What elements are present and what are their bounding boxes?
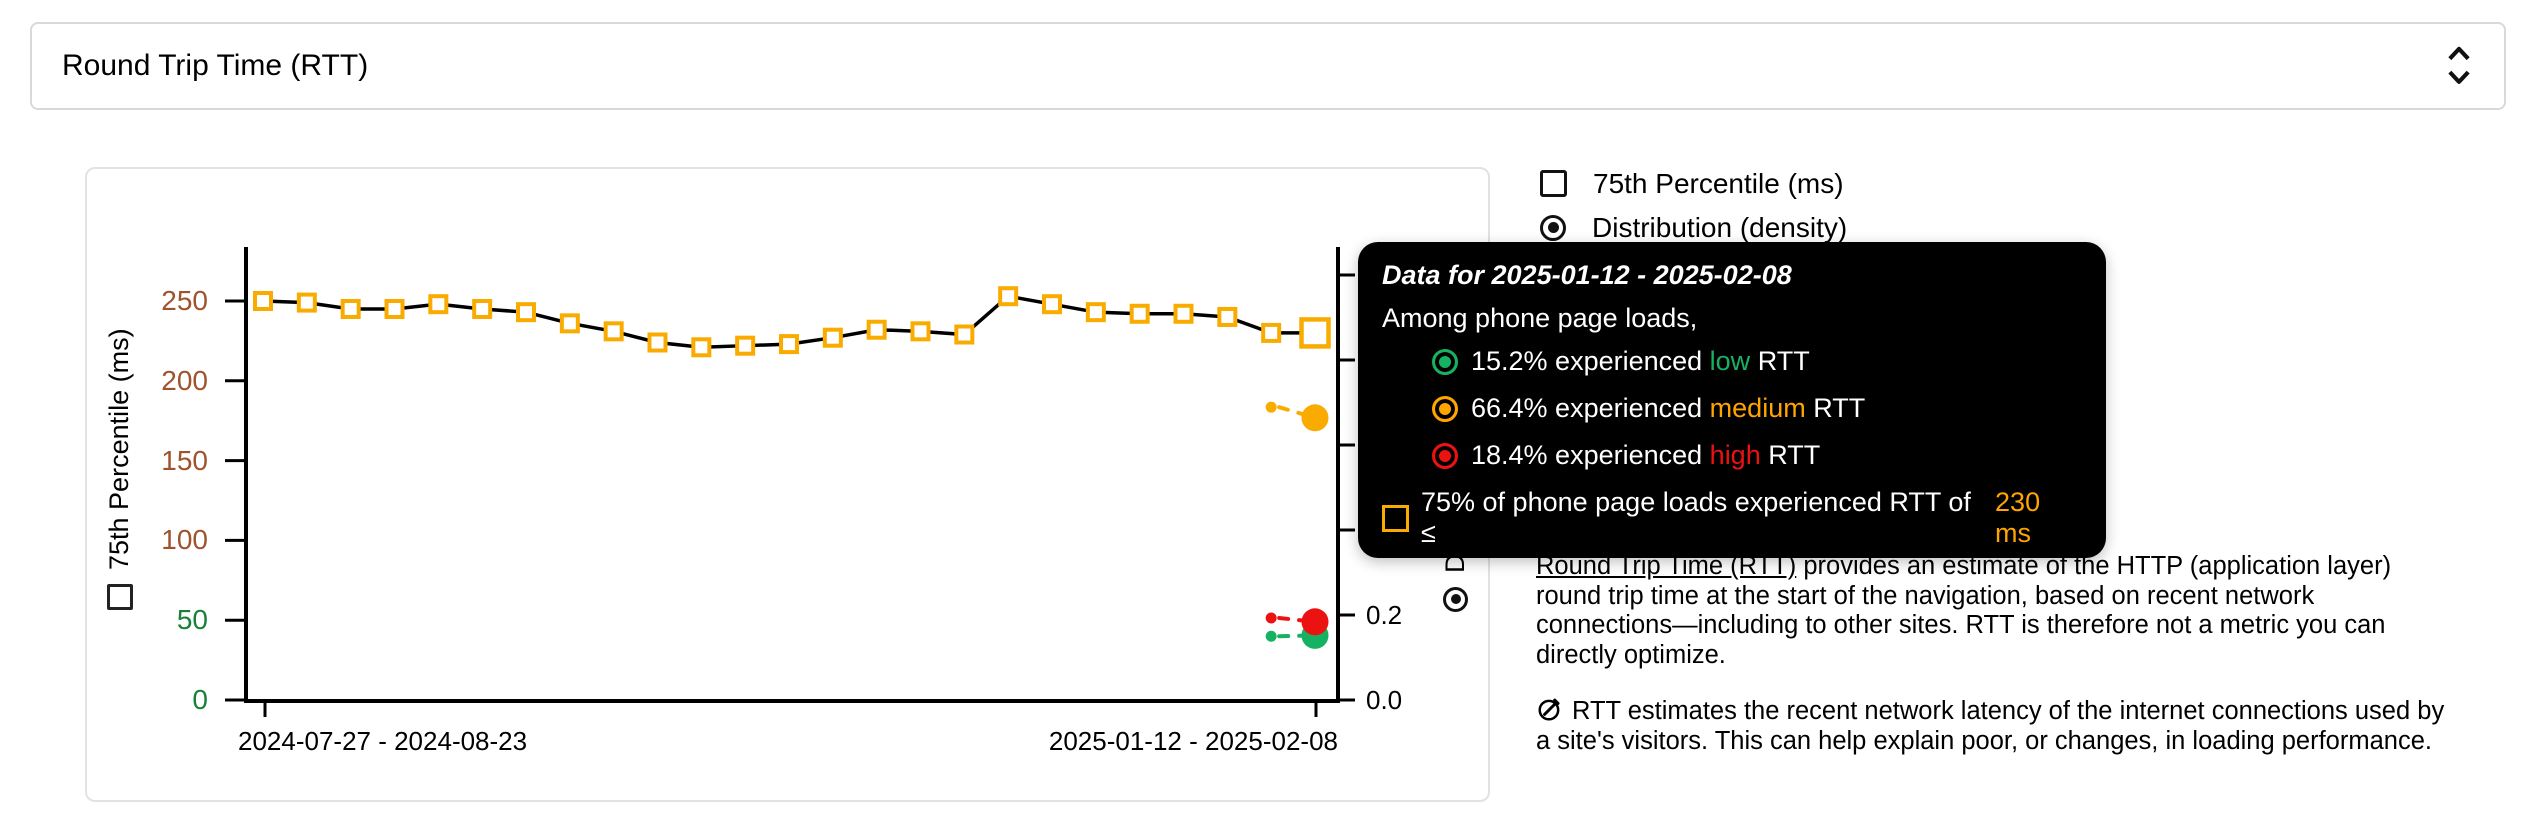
percentile-point-marker[interactable] [910, 321, 931, 342]
tooltip-density-text: 18.4% experienced high RTT [1471, 440, 1821, 470]
percentile-point-marker[interactable] [998, 286, 1019, 307]
left-axis-tick-label: 100 [161, 524, 208, 556]
gauge-icon [1538, 698, 1560, 721]
description-paragraph-2: RTT estimates the recent network latency… [1536, 696, 2448, 756]
percentile-point-marker[interactable] [296, 292, 317, 313]
unfold-more-icon [2448, 46, 2470, 84]
density-point-low-previous[interactable] [1265, 630, 1277, 642]
chart-tooltip: Data for 2025-01-12 - 2025-02-08 Among p… [1358, 242, 2106, 558]
percentile-checkbox[interactable] [1540, 170, 1567, 197]
density-point-high-current[interactable] [1301, 608, 1329, 636]
tooltip-subtitle: Among phone page loads, [1382, 303, 1698, 333]
description-paragraph-1: Round Trip Time (RTT) provides an estima… [1536, 552, 2448, 670]
percentile-point-marker[interactable] [384, 298, 405, 319]
square-marker-icon [1382, 504, 1409, 532]
metric-select[interactable]: Round Trip Time (RTT) [30, 22, 2506, 110]
tooltip-density-row-high: 18.4% experienced high RTT [1382, 432, 2082, 479]
left-axis-tick-label: 200 [161, 364, 208, 396]
percentile-point-marker[interactable] [866, 319, 887, 340]
density-category: medium [1709, 393, 1806, 423]
tooltip-density-row-low: 15.2% experienced low RTT [1382, 338, 2082, 385]
left-axis-tick-label: 150 [161, 444, 208, 476]
tooltip-density-rows: 15.2% experienced low RTT 66.4% experienc… [1382, 338, 2082, 479]
right-axis-tick-label: 0.0 [1366, 685, 1403, 715]
checkbox-icon [106, 584, 133, 610]
tooltip-density-text: 66.4% experienced medium RTT [1471, 393, 1866, 423]
legend-distribution-label: Distribution (density) [1592, 211, 1848, 243]
right-axis-tick-label: 0.2 [1366, 600, 1403, 630]
legend-percentile-label: 75th Percentile (ms) [1593, 167, 1844, 199]
tooltip-percentile-row: 75% of phone page loads experienced RTT … [1382, 487, 2082, 549]
left-axis-tick-label: 0 [192, 684, 208, 715]
density-point-medium-previous[interactable] [1265, 401, 1277, 413]
tooltip-title: Data for 2025-01-12 - 2025-02-08 [1382, 260, 1792, 290]
percentile-point-marker[interactable] [1261, 322, 1282, 343]
left-axis-tick-label: 50 [176, 604, 208, 636]
percentile-point-marker[interactable] [1173, 303, 1194, 324]
density-point-medium-current[interactable] [1301, 404, 1329, 432]
chart-card [85, 167, 1490, 802]
percentile-point-marker[interactable] [822, 327, 843, 348]
x-axis-label-last: 2025-01-12 - 2025-02-08 [1048, 726, 1338, 756]
circle-marker-icon [1432, 395, 1458, 422]
percentile-point-marker[interactable] [1085, 302, 1106, 323]
density-point-high-previous[interactable] [1265, 612, 1277, 624]
tooltip-percentile-value: 230 ms [1995, 487, 2041, 548]
radio-selected-icon [1443, 587, 1468, 612]
percentile-point-marker[interactable] [603, 321, 624, 342]
series-legend: 75th Percentile (ms) Distribution (densi… [1540, 168, 1847, 243]
percentile-point-marker[interactable] [691, 337, 712, 358]
percentile-point-marker[interactable] [1217, 306, 1238, 327]
left-axis-tick-label: 250 [161, 285, 208, 316]
description-p2-text: RTT estimates the recent network latency… [1536, 697, 2445, 755]
percentile-point-marker[interactable] [253, 291, 273, 311]
percentile-point-marker[interactable] [1129, 303, 1150, 324]
percentile-point-marker[interactable] [647, 332, 668, 353]
percentile-point-marker[interactable] [428, 294, 449, 315]
tooltip-percentile-text: 75% of phone page loads experienced RTT … [1421, 487, 1971, 548]
tooltip-density-text: 15.2% experienced low RTT [1471, 346, 1810, 376]
percentile-point-marker[interactable] [1042, 294, 1062, 315]
distribution-radio[interactable] [1540, 214, 1566, 241]
x-axis-label-first: 2024-07-27 - 2024-08-23 [238, 726, 528, 756]
percentile-point-marker[interactable] [516, 302, 536, 323]
density-category: high [1709, 440, 1761, 470]
left-axis-title-text: 75th Percentile (ms) [104, 328, 134, 570]
description-p1-text: provides an estimate of the HTTP (applic… [1536, 552, 2392, 669]
percentile-point-marker[interactable] [735, 335, 756, 356]
percentile-point-marker[interactable] [472, 298, 493, 319]
metric-select-value: Round Trip Time (RTT) [62, 49, 369, 82]
density-connector-medium [1277, 405, 1317, 420]
percentile-point-marker[interactable] [779, 334, 799, 355]
percentile-point-marker[interactable] [340, 298, 361, 319]
percentile-point-marker[interactable] [954, 324, 975, 345]
circle-marker-icon [1432, 348, 1458, 375]
legend-distribution[interactable]: Distribution (density) [1540, 212, 1847, 243]
circle-marker-icon [1432, 442, 1458, 469]
percentile-point-marker[interactable] [559, 313, 580, 334]
density-category: low [1709, 346, 1751, 376]
metric-description: Round Trip Time (RTT) provides an estima… [1536, 552, 2448, 782]
legend-percentile[interactable]: 75th Percentile (ms) [1540, 168, 1847, 199]
percentile-point-marker-highlighted[interactable] [1299, 317, 1331, 349]
tooltip-density-row-medium: 66.4% experienced medium RTT [1382, 385, 2082, 432]
left-axis-title: 75th Percentile (ms) [104, 328, 135, 610]
